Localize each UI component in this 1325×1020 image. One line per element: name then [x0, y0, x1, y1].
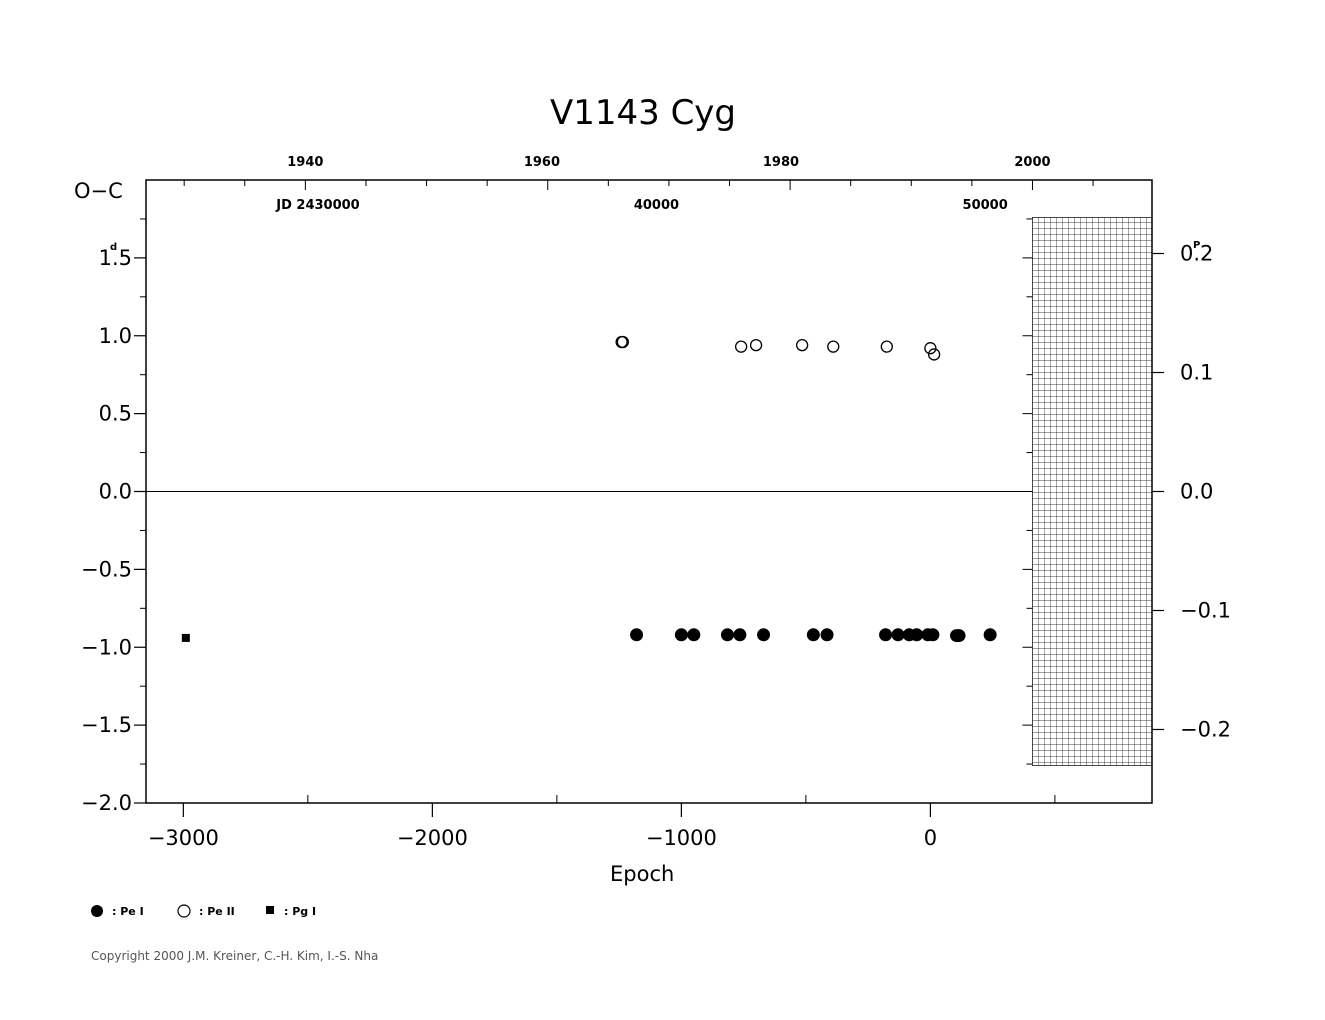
legend-label-pg-i: : Pg I	[284, 905, 316, 918]
y-tick-label: 1.0	[99, 324, 132, 348]
x-axis-label: Epoch	[610, 862, 674, 886]
point-pe-i	[952, 629, 966, 643]
y2-axis-unit: P	[1193, 240, 1200, 251]
point-pe-ii	[927, 348, 941, 361]
y-tick-label: −1.5	[81, 713, 132, 737]
y-tick-label: −2.0	[81, 791, 132, 815]
legend-marker-pe-ii	[177, 904, 191, 918]
point-pe-i	[806, 628, 820, 642]
point-pe-i	[879, 628, 893, 642]
point-pe-i	[820, 628, 834, 642]
point-pe-i	[720, 628, 734, 642]
jd-label: JD 2430000	[275, 198, 359, 213]
y2-tick-label: −0.1	[1180, 598, 1231, 622]
point-pe-i	[910, 628, 924, 642]
top-year-label: 2000	[1014, 155, 1050, 170]
legend: : Pe I : Pe II : Pg I	[91, 904, 316, 918]
x-tick-label: −1000	[646, 826, 717, 850]
y-tick-label: −1.0	[81, 635, 132, 659]
point-pe-i	[687, 628, 701, 642]
point-pe-ii	[734, 340, 748, 353]
x-tick-label: 0	[924, 826, 937, 850]
copyright-text: Copyright 2000 J.M. Kreiner, C.-H. Kim, …	[91, 949, 379, 963]
point-pe-ii	[749, 338, 763, 352]
chart-marks: −2.0 −1.5 −1.0 −0.5 0.0 0.5 1.0 1.5 −0.2 −0.1 0.0 0…	[81, 155, 1231, 850]
y2-tick-label: −0.2	[1180, 717, 1231, 741]
point-pe-i	[983, 628, 997, 642]
point-pe-i	[733, 628, 747, 642]
top-year-label: 1960	[524, 155, 560, 170]
y-tick-label: 0.5	[99, 402, 132, 426]
jd-tick-label: 40000	[634, 198, 679, 213]
x-tick-label: −3000	[148, 826, 219, 850]
x-tick-label: −2000	[397, 826, 468, 850]
legend-label-pe-i: : Pe I	[112, 905, 144, 918]
point-pe-ii	[880, 340, 893, 353]
point-pg-i	[181, 633, 190, 642]
hatched-region	[1032, 217, 1153, 766]
y-tick-label: 0.0	[99, 480, 132, 504]
top-year-label: 1980	[763, 155, 799, 170]
y2-tick-label: 0.1	[1180, 361, 1213, 385]
legend-marker-pg-i	[266, 906, 274, 914]
y-tick-label: −0.5	[81, 557, 132, 581]
point-pe-ii	[924, 342, 937, 355]
point-pe-ii	[616, 335, 630, 349]
chart-title: V1143 Cyg	[550, 93, 736, 133]
y2-tick-label: 0.2	[1180, 242, 1213, 266]
point-pe-ii	[795, 338, 809, 352]
top-year-label: 1940	[287, 155, 323, 170]
jd-tick-label: 50000	[963, 198, 1008, 213]
point-pe-ii	[827, 340, 840, 353]
legend-marker-pe-i	[91, 905, 103, 917]
y-tick-label: 1.5	[99, 246, 132, 270]
y2-tick-label: 0.0	[1180, 480, 1213, 504]
legend-label-pe-ii: : Pe II	[199, 905, 235, 918]
point-pe-i	[891, 628, 905, 642]
point-pe-i	[674, 628, 688, 642]
y-axis-label: O−C	[74, 179, 123, 203]
point-pe-i	[926, 628, 940, 642]
point-pe-i	[630, 628, 644, 642]
y-axis-unit: d	[110, 242, 117, 253]
point-pe-i	[757, 628, 771, 642]
